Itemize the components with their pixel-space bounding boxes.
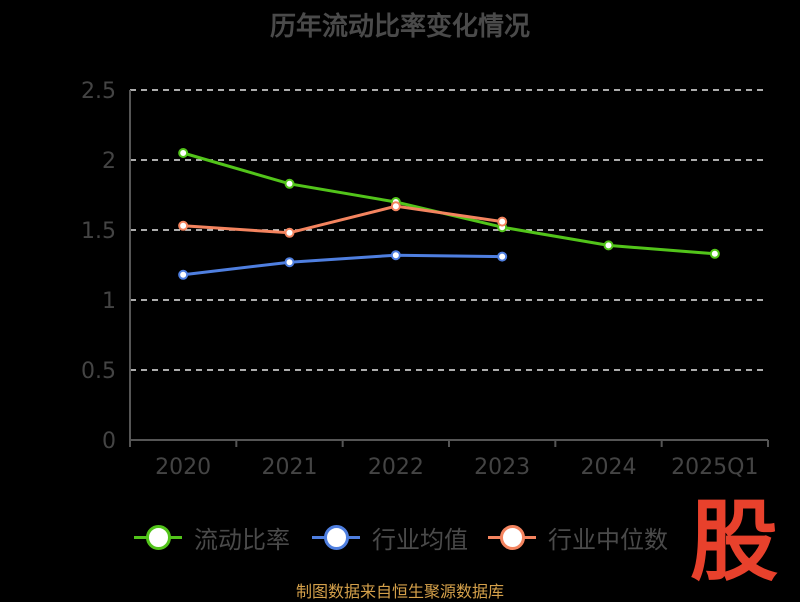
data-point <box>284 227 295 238</box>
data-point <box>178 220 189 231</box>
x-tick-label: 2020 <box>155 455 211 480</box>
data-point <box>178 269 189 280</box>
data-point <box>603 240 614 251</box>
data-point <box>284 257 295 268</box>
data-point <box>390 201 401 212</box>
y-tick-label: 1 <box>102 289 116 314</box>
y-tick-label: 1.5 <box>81 219 116 244</box>
data-point <box>390 250 401 261</box>
series-line-2 <box>183 204 503 235</box>
legend-label: 流动比率 <box>194 525 290 554</box>
x-tick-label: 2023 <box>474 455 530 480</box>
legend-label: 行业均值 <box>372 525 468 554</box>
x-tick-label: 2024 <box>581 455 637 480</box>
legend: 流动比率 行业均值 行业中位数 <box>0 520 800 554</box>
data-point <box>284 178 295 189</box>
y-tick-label: 2.5 <box>81 79 116 104</box>
legend-marker <box>134 520 182 554</box>
data-point <box>497 216 508 227</box>
data-point <box>497 251 508 262</box>
x-tick-label: 2022 <box>368 455 424 480</box>
legend-item-industry-mean[interactable]: 行业均值 <box>312 520 468 554</box>
x-tick-label: 2025Q1 <box>671 455 758 480</box>
legend-item-industry-median[interactable]: 行业中位数 <box>488 520 668 554</box>
y-tick-label: 2 <box>102 149 116 174</box>
data-point <box>178 148 189 158</box>
x-tick-label: 2021 <box>262 455 318 480</box>
series-line-1 <box>183 253 503 277</box>
legend-label: 行业中位数 <box>548 525 668 554</box>
y-tick-label: 0 <box>102 429 116 454</box>
watermark-logo: 股 <box>689 490 778 593</box>
y-tick-label: 0.5 <box>81 359 116 384</box>
series-line-0 <box>182 151 715 256</box>
data-point <box>709 248 720 259</box>
legend-item-current-ratio[interactable]: 流动比率 <box>134 520 290 554</box>
legend-marker <box>488 520 536 554</box>
source-note: 制图数据来自恒生聚源数据库 <box>295 582 504 601</box>
chart-title: 历年流动比率变化情况 <box>269 12 530 42</box>
legend-marker <box>312 520 360 554</box>
